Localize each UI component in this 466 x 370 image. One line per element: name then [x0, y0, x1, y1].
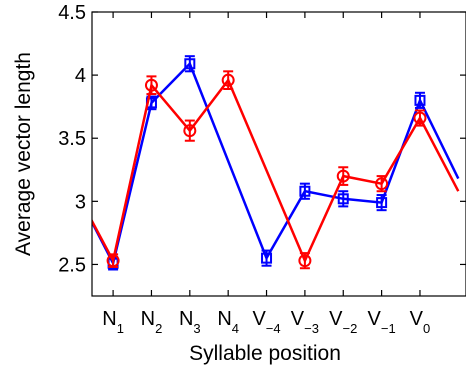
x-tick-label: V−1 [368, 308, 396, 336]
x-tick-label: V−3 [291, 308, 319, 336]
y-tick-label: 4 [75, 65, 86, 87]
x-tick-label: N4 [217, 308, 239, 336]
y-tick-label: 2.5 [58, 254, 86, 276]
x-axis-label: Syllable position [189, 342, 341, 365]
x-tick-label: V−4 [252, 308, 280, 336]
y-tick-label: 4.5 [58, 2, 86, 24]
x-tick-label: V0 [410, 308, 431, 336]
y-tick-label: 3.5 [58, 128, 86, 150]
y-axis-label: Average vector length [12, 52, 35, 256]
y-tick-label: 3 [75, 191, 86, 213]
x-tick-label: N2 [141, 308, 163, 336]
plot-area [92, 12, 466, 296]
x-tick-label: V−2 [329, 308, 357, 336]
x-tick-label: N3 [179, 308, 201, 336]
x-tick-label: N1 [102, 308, 124, 336]
